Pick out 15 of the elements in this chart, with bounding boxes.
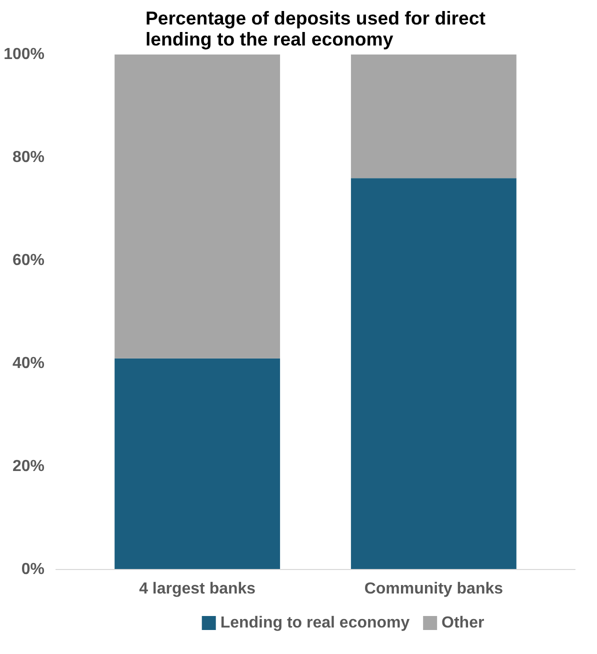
y-tick-label: 80% xyxy=(12,149,45,166)
x-tick-label: Community banks xyxy=(364,580,504,598)
y-tick-label: 0% xyxy=(21,561,44,578)
bar xyxy=(114,358,280,570)
y-tick-label: 40% xyxy=(12,355,45,372)
bar xyxy=(350,54,516,178)
legend-label: Lending to real economy xyxy=(220,614,410,632)
bar xyxy=(350,178,516,570)
chart-title: Percentage of deposits used for direct lending to the real economy xyxy=(145,8,486,50)
y-tick-label: 100% xyxy=(4,46,44,63)
legend-label: Other xyxy=(442,614,484,632)
x-tick-label: 4 largest banks xyxy=(139,580,256,598)
bar xyxy=(114,54,280,358)
y-tick-label: 20% xyxy=(12,458,45,475)
y-tick-label: 60% xyxy=(12,252,45,269)
